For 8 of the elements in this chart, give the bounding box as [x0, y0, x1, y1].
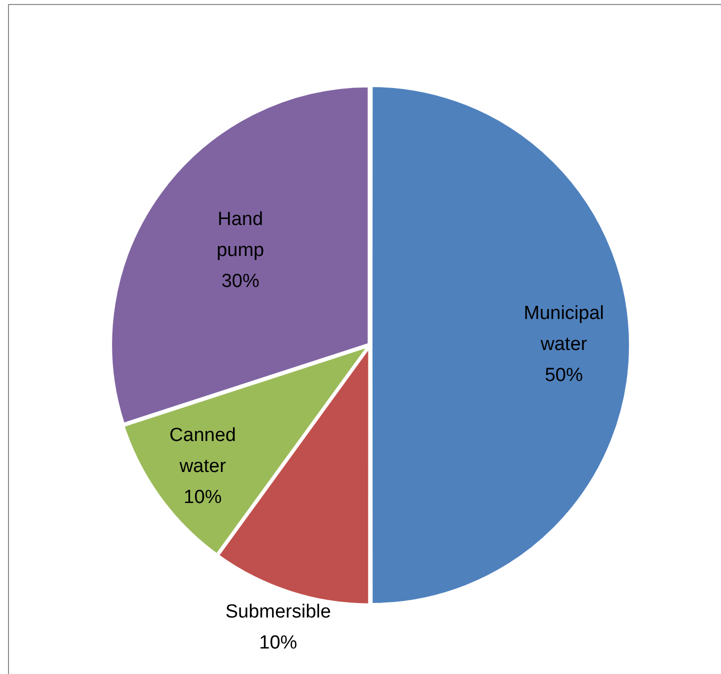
slice-label: Submersible	[225, 601, 331, 622]
slice-label: Hand pump	[216, 209, 264, 262]
slice-label: Canned water	[169, 424, 236, 477]
data-label: 10%	[259, 632, 298, 654]
data-label: 50%	[544, 365, 583, 386]
slice-label: Municipal water	[524, 303, 604, 356]
data-label: 10%	[184, 486, 222, 508]
data-label: 30%	[221, 271, 260, 292]
